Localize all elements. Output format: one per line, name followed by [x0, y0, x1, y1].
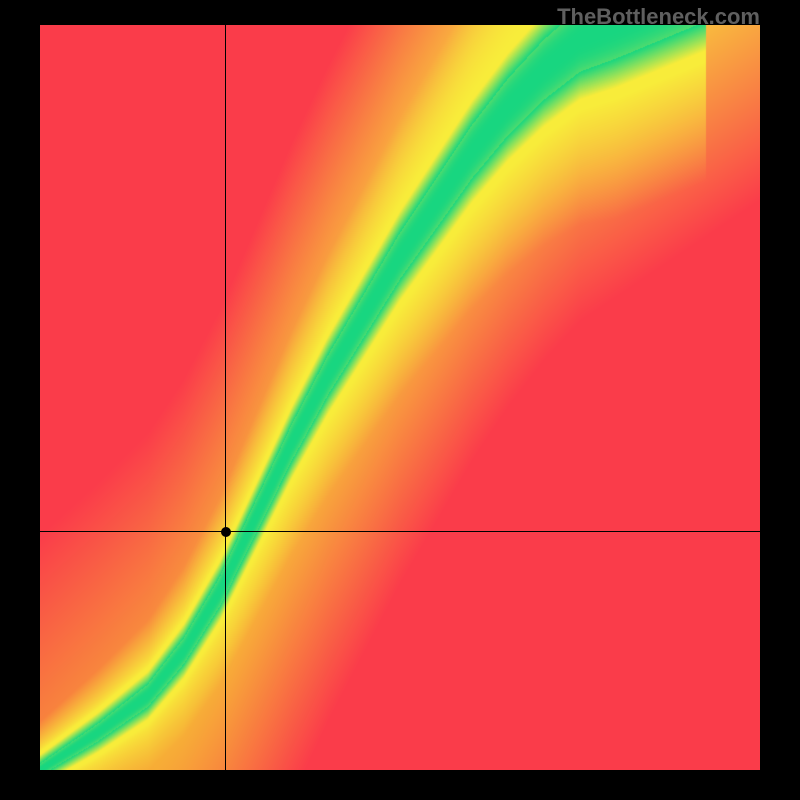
bottleneck-heatmap	[40, 25, 760, 770]
watermark-text: TheBottleneck.com	[557, 4, 760, 30]
crosshair-horizontal	[40, 531, 760, 532]
crosshair-vertical	[225, 25, 226, 770]
selection-marker[interactable]	[221, 527, 231, 537]
